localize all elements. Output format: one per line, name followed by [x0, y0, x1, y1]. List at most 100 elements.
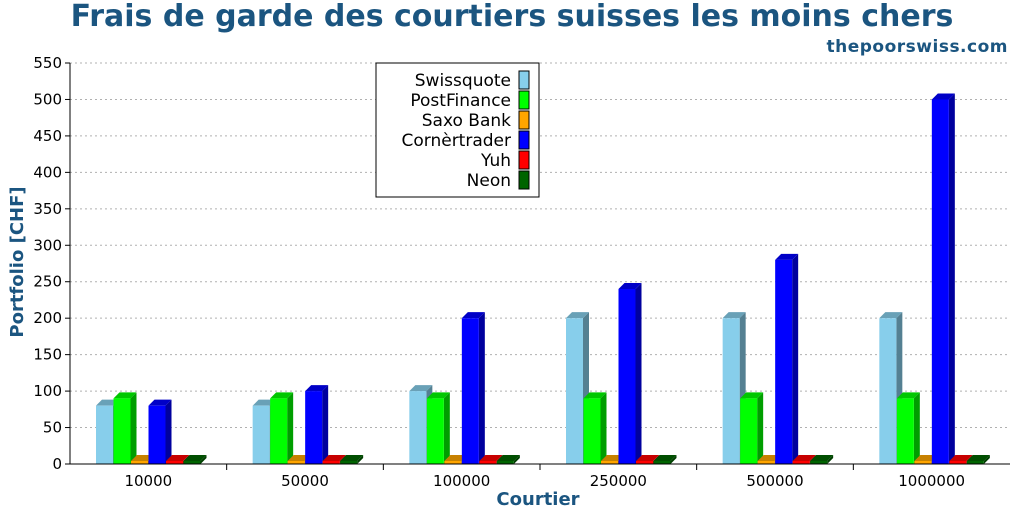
bar-top [653, 455, 677, 461]
bar [966, 455, 990, 464]
legend-swatch [518, 70, 530, 90]
x-tick-label: 500000 [746, 472, 803, 490]
bar-front [479, 461, 497, 464]
bar-front [113, 398, 131, 464]
legend-swatch [518, 130, 530, 150]
bar-front [96, 405, 113, 464]
bar-top [426, 392, 450, 399]
y-tick-labels: 0 50 100 150 200 250 300 350 400 450 500 550 [33, 54, 62, 473]
x-tick-label: 100000 [433, 472, 490, 490]
bar [496, 455, 520, 464]
bar-top [183, 455, 207, 461]
bar [896, 392, 920, 464]
bar-top [896, 392, 920, 399]
legend-swatch [518, 110, 530, 130]
bar-top [287, 455, 311, 461]
bar-top [148, 399, 172, 406]
bar-top [496, 455, 520, 461]
bar [775, 253, 799, 464]
bar-top [792, 455, 816, 461]
bar-side [635, 283, 642, 464]
legend-label: Yuh [480, 151, 511, 171]
legend-label: Neon [467, 171, 511, 191]
bar-front [601, 461, 618, 464]
bar [618, 283, 642, 464]
y-tick-label: 50 [43, 419, 62, 437]
bar-front [566, 318, 583, 464]
bar-front [252, 405, 270, 464]
bar [810, 455, 834, 464]
bar-top [879, 312, 903, 319]
bar-top [966, 455, 990, 461]
bar-front [792, 461, 810, 464]
bar [653, 455, 677, 464]
bar-top [461, 312, 485, 319]
bar-top [636, 455, 659, 461]
bar-side [478, 312, 485, 464]
y-tick-label: 550 [33, 54, 62, 72]
bar-top [810, 455, 834, 461]
bar-top [566, 312, 589, 319]
grid [70, 62, 1010, 429]
bar-side [322, 385, 329, 464]
bar-front [426, 398, 444, 464]
y-tick-label: 200 [33, 309, 62, 327]
bar-top [722, 312, 746, 319]
bar-front [305, 391, 323, 464]
bar-top [96, 399, 119, 406]
bar-top [322, 455, 346, 461]
bar-front [931, 99, 949, 465]
bar-side [200, 455, 207, 464]
bar-front [287, 461, 305, 464]
chart-subtitle: thepoorswiss.com [827, 37, 1009, 57]
y-tick-label: 450 [33, 127, 62, 145]
bar-top [252, 399, 276, 406]
legend-label: Saxo Bank [422, 111, 511, 131]
bar-front [444, 461, 462, 464]
bar-side [130, 392, 137, 464]
bar-side [757, 392, 764, 464]
legend-swatch [518, 170, 530, 190]
bar-side [443, 392, 450, 464]
legend-label: Swissquote [415, 71, 511, 91]
bar-front [322, 461, 340, 464]
y-axis-title: Portfolio [CHF] [7, 186, 28, 337]
bar [740, 392, 764, 464]
bar [461, 312, 485, 464]
x-tick-labels: 10000 50000 100000 250000 500000 1000000 [124, 472, 965, 490]
bar [270, 392, 294, 464]
x-tick-label: 10000 [124, 472, 172, 490]
bar-front [914, 461, 932, 464]
bar-front [775, 259, 793, 464]
bar [183, 455, 207, 464]
bar-top [740, 392, 764, 399]
bar [583, 392, 607, 464]
bar-side [600, 392, 607, 464]
x-axis-title: Courtier [496, 489, 579, 510]
bar-front [896, 398, 914, 464]
bar-top [305, 385, 329, 392]
bar-top [409, 385, 433, 392]
legend-label: PostFinance [410, 91, 511, 111]
bar-front [966, 461, 984, 464]
bar-top [949, 455, 973, 461]
bar-front [461, 318, 479, 464]
bar-front [148, 405, 166, 464]
chart-title: Frais de garde des courtiers suisses les… [71, 0, 954, 34]
bar-front [810, 461, 828, 464]
bar [426, 392, 450, 464]
bar [305, 385, 329, 464]
bar-front [183, 461, 201, 464]
y-tick-label: 500 [33, 90, 62, 108]
legend-label: Cornèrtrader [402, 131, 512, 151]
bar-side [513, 455, 520, 464]
bar-side [827, 455, 834, 464]
bar-side [357, 455, 364, 464]
bar-front [653, 461, 671, 464]
bar-top [914, 455, 938, 461]
bar-top [601, 455, 624, 461]
y-tick-label: 400 [33, 163, 62, 181]
bar-side [287, 392, 294, 464]
bar-top [131, 455, 154, 461]
